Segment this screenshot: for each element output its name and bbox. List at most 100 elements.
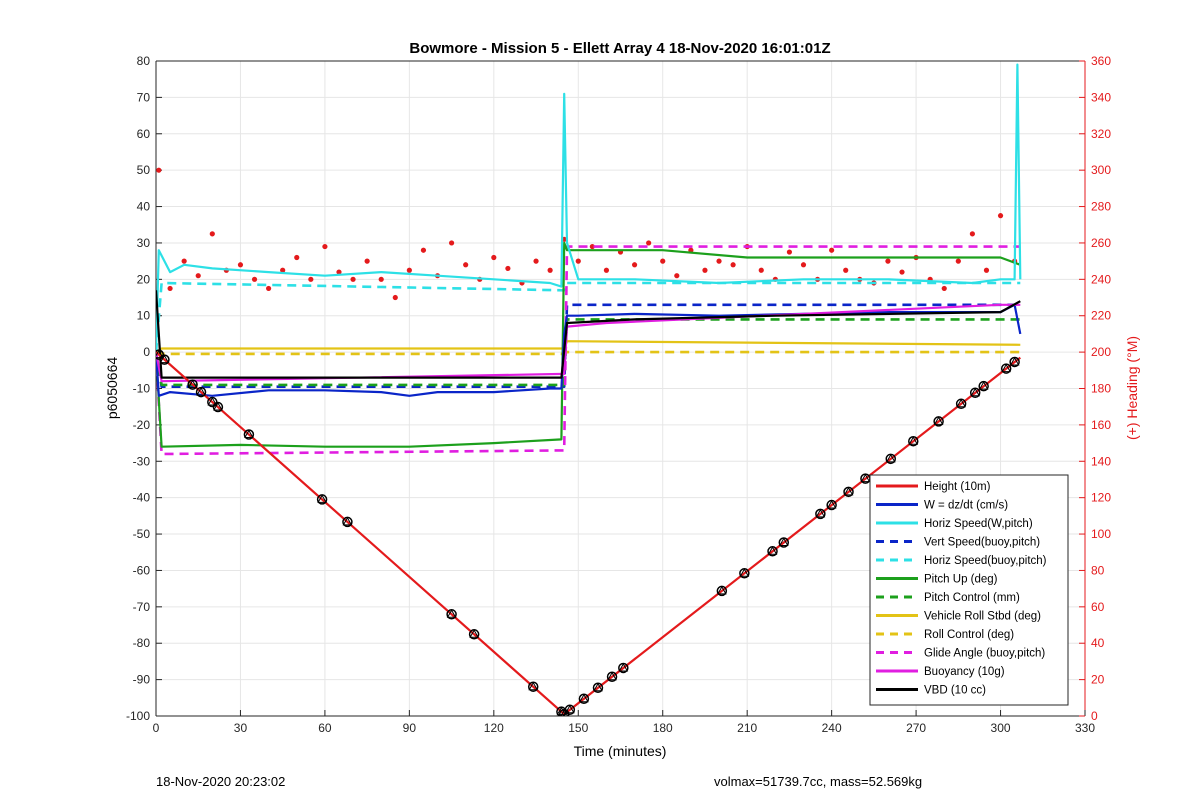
legend-label: Height (10m)	[924, 481, 991, 493]
height-marker-triangle	[860, 473, 871, 483]
height-marker-triangle	[187, 379, 198, 389]
height-marker-triangle	[317, 494, 327, 503]
height-marker-triangle	[843, 486, 854, 496]
y-right-tick-label: 180	[1091, 382, 1111, 396]
series-line	[156, 63, 1022, 353]
y-right-tick-label: 40	[1091, 636, 1105, 650]
right-axis-label: (+) Heading (°M)	[1124, 336, 1140, 440]
height-marker-triangle	[159, 354, 170, 364]
x-tick-label: 30	[234, 721, 248, 735]
height-marker-triangle	[446, 609, 457, 618]
heading-point	[575, 258, 581, 264]
y-tick-label: -100	[126, 709, 150, 723]
heading-point	[885, 258, 891, 264]
heading-point	[800, 262, 807, 268]
heading-point	[843, 267, 849, 273]
y-tick-label: 80	[137, 54, 151, 68]
y-right-tick-label: 200	[1091, 345, 1111, 359]
heading-point	[786, 249, 793, 255]
y-right-tick-label: 260	[1091, 236, 1111, 250]
height-marker-triangle	[196, 387, 206, 396]
y-tick-label: 40	[137, 200, 151, 214]
height-marker-triangle	[244, 429, 254, 439]
height-marker-triangle	[815, 508, 826, 518]
y-tick-label: -80	[133, 636, 151, 650]
height-marker-triangle	[618, 662, 629, 672]
y-tick-label: -30	[133, 454, 151, 468]
heading-point	[392, 294, 398, 301]
heading-point	[406, 267, 412, 273]
y-tick-label: 70	[137, 90, 151, 104]
height-marker-triangle	[778, 537, 789, 546]
x-tick-label: 270	[906, 721, 926, 735]
height-marker-triangle	[1009, 356, 1020, 366]
height-marker-triangle	[607, 671, 617, 681]
heading-point	[448, 240, 455, 246]
y-tick-label: -20	[133, 418, 151, 432]
heading-point	[251, 276, 258, 282]
y-right-tick-label: 120	[1091, 491, 1111, 505]
heading-point	[364, 258, 370, 264]
legend-label: Glide Angle (buoy,pitch)	[924, 648, 1045, 660]
heading-point	[674, 273, 680, 279]
legend-label: VBD (10 cc)	[924, 685, 986, 697]
y-right-tick-label: 0	[1091, 709, 1098, 723]
x-tick-label: 300	[991, 721, 1011, 735]
height-marker-triangle	[739, 568, 750, 577]
heading-point	[660, 258, 666, 264]
x-tick-label: 0	[153, 721, 160, 735]
y-tick-label: -50	[133, 527, 151, 541]
y-right-tick-label: 300	[1091, 163, 1111, 177]
y-right-tick-label: 20	[1091, 673, 1105, 687]
heading-point	[899, 269, 905, 275]
height-marker-triangle	[469, 629, 479, 638]
heading-point	[266, 285, 272, 292]
heading-point	[631, 262, 638, 268]
y-right-tick-label: 320	[1091, 127, 1111, 141]
y-tick-label: 20	[137, 272, 151, 286]
x-axis-label: Time (minutes)	[574, 743, 667, 759]
x-tick-label: 90	[403, 721, 417, 735]
y-tick-label: -70	[133, 600, 151, 614]
y-right-tick-label: 60	[1091, 600, 1105, 614]
y-tick-label: 60	[137, 127, 151, 141]
heading-point	[646, 240, 652, 246]
x-tick-label: 120	[484, 721, 504, 735]
y-right-tick-label: 360	[1091, 54, 1111, 68]
height-marker-triangle	[528, 681, 539, 691]
legend-label: Horiz Speed(buoy,pitch)	[924, 555, 1047, 567]
y-right-tick-label: 240	[1091, 272, 1111, 286]
heading-point	[308, 276, 314, 282]
y-right-tick-label: 280	[1091, 200, 1111, 214]
heading-point	[463, 262, 469, 268]
grid-lines	[155, 60, 1086, 717]
footer-timestamp: 18-Nov-2020 20:23:02	[156, 774, 286, 789]
heading-point	[195, 273, 201, 279]
y-right-tick-label: 160	[1091, 418, 1111, 432]
heading-point	[336, 269, 342, 275]
height-marker-triangle	[560, 709, 569, 716]
heading-point	[280, 267, 286, 273]
heading-point	[983, 267, 990, 273]
y-tick-label: -90	[133, 673, 151, 687]
y-right-tick-label: 80	[1091, 563, 1105, 577]
heading-point	[378, 276, 384, 282]
y-tick-label: -40	[133, 491, 151, 505]
heading-point	[730, 262, 736, 268]
height-marker-triangle	[213, 402, 223, 411]
y-axis-label: p6050664	[104, 357, 120, 420]
heading-point	[969, 231, 975, 237]
y-tick-label: -10	[133, 382, 151, 396]
y-tick-label: 30	[137, 236, 151, 250]
heading-point	[237, 262, 244, 268]
heading-point	[603, 267, 610, 273]
height-marker-triangle	[767, 546, 778, 555]
series-line	[156, 303, 1022, 397]
y-tick-label: -60	[133, 563, 151, 577]
series-line	[156, 241, 1021, 448]
x-tick-label: 60	[318, 721, 332, 735]
x-tick-label: 180	[653, 721, 673, 735]
height-marker-triangle	[885, 453, 896, 463]
height-marker-triangle	[908, 436, 919, 445]
